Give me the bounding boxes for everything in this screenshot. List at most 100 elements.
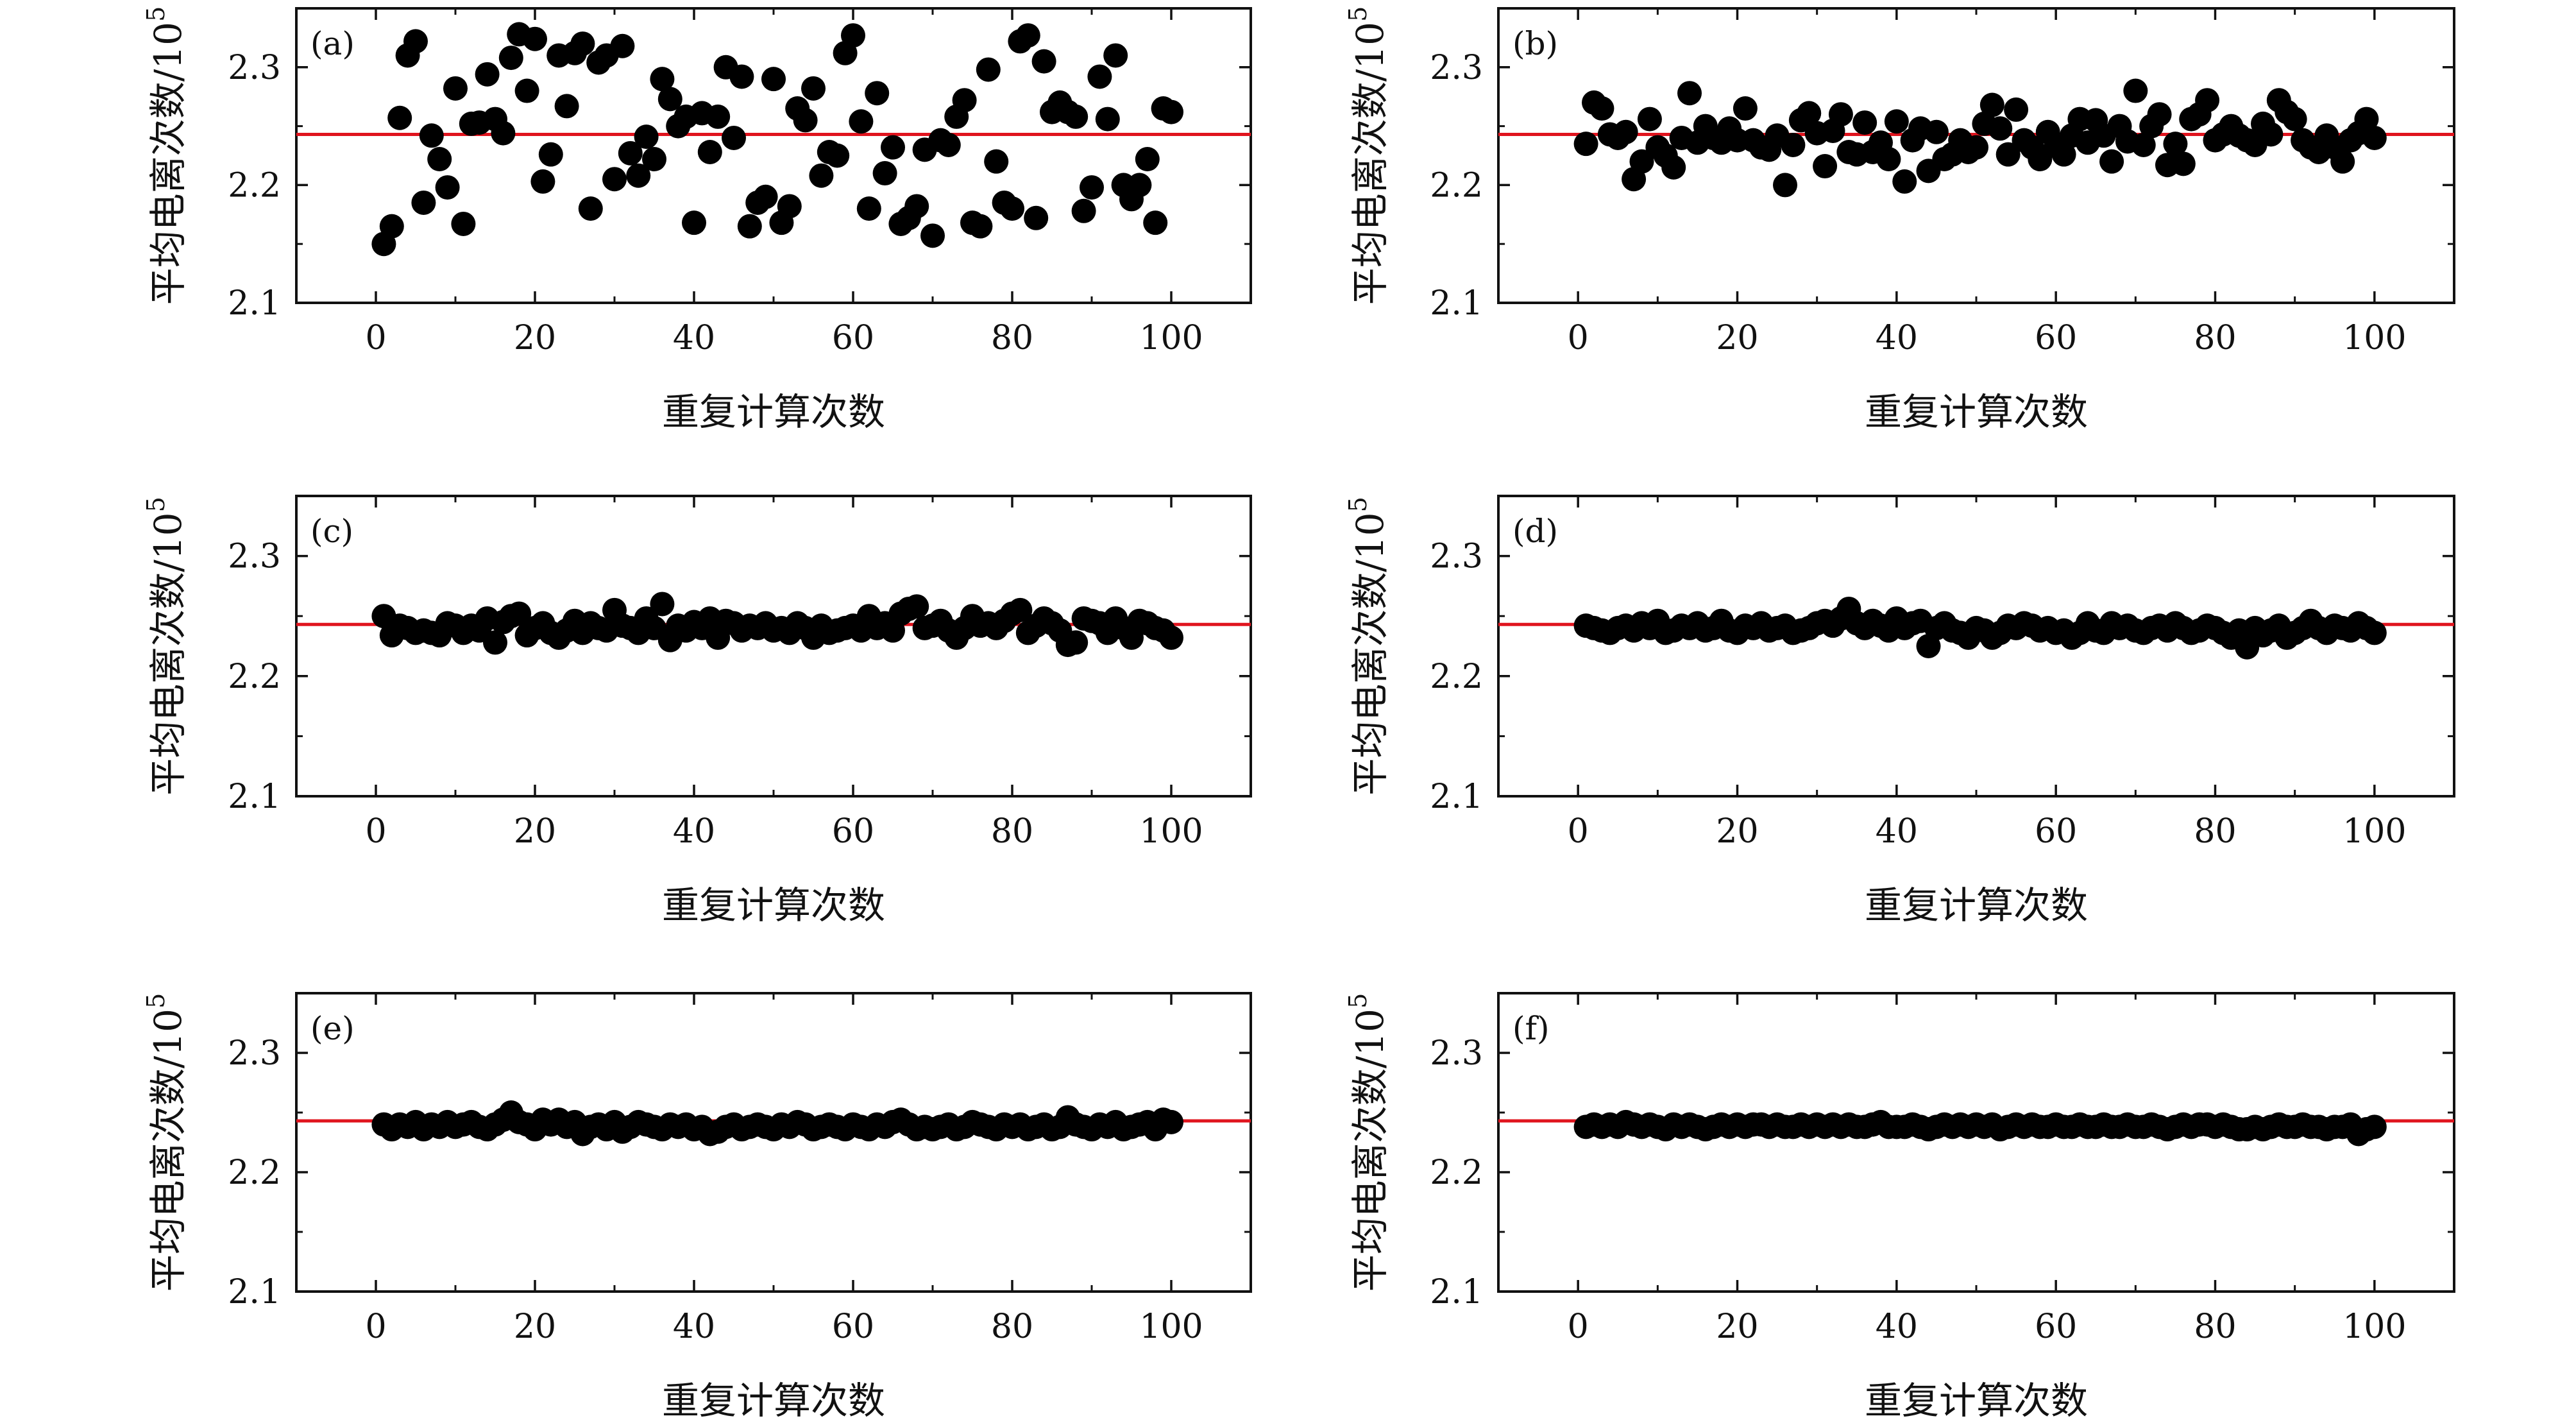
y-tick-label: 2.2 [1430, 658, 1483, 696]
data-point [682, 210, 706, 235]
x-tick-label: 40 [673, 1308, 715, 1346]
x-tick-label: 20 [514, 319, 556, 357]
data-point [1087, 64, 1112, 89]
data-point [1015, 23, 1040, 48]
data-point [1000, 196, 1024, 221]
y-axis-label-exponent: 5 [1344, 993, 1372, 1009]
data-point [1071, 198, 1096, 223]
data-point [1613, 119, 1638, 144]
data-point [968, 214, 993, 239]
x-tick-label: 80 [2194, 319, 2236, 357]
x-tick-label: 60 [832, 1308, 874, 1346]
data-point [1924, 119, 1949, 144]
data-point [2354, 107, 2379, 132]
data-points [371, 1100, 1183, 1147]
y-tick-label: 2.1 [1430, 284, 1483, 323]
data-point [1573, 132, 1598, 157]
data-point [1159, 625, 1183, 650]
data-point [1063, 104, 1089, 129]
data-points [1573, 78, 2387, 198]
data-point [1733, 96, 1758, 121]
x-tick-label: 20 [1716, 319, 1758, 357]
data-point [2051, 142, 2076, 167]
data-point [642, 147, 666, 172]
data-point [1031, 49, 1056, 74]
x-axis-label: 重复计算次数 [1865, 390, 2088, 434]
x-tick-label: 100 [1139, 319, 1203, 357]
chart-panel: 0 20 40 60 80 100 2.1 2.2 2.3 (a) 重复计算次数 平均电离次数/105 [142, 6, 1252, 434]
data-point [618, 141, 643, 166]
data-point [881, 135, 905, 160]
y-axis-label-exponent: 5 [1344, 6, 1372, 22]
data-point [1159, 1109, 1183, 1134]
data-point [856, 196, 881, 221]
data-point [610, 33, 635, 58]
data-point [1773, 173, 1797, 198]
x-tick-label: 0 [365, 812, 386, 851]
data-point [491, 121, 516, 146]
data-point [936, 132, 961, 157]
data-point [1884, 109, 1909, 134]
y-tick-label: 2.2 [1430, 1154, 1483, 1192]
data-point [2123, 78, 2148, 103]
data-point [570, 31, 595, 56]
y-tick-label: 2.3 [228, 538, 281, 576]
data-point [801, 76, 826, 101]
data-point [514, 78, 539, 103]
x-tick-label: 60 [2035, 1308, 2077, 1346]
x-tick-label: 40 [673, 812, 715, 851]
data-point [2362, 620, 2387, 645]
x-tick-label: 80 [991, 812, 1033, 851]
plot-frame [1497, 992, 2455, 1293]
y-tick-label: 2.2 [228, 166, 281, 205]
x-tick-label: 0 [1568, 319, 1589, 357]
y-axis-label-text: 平均电离次数/10 [146, 512, 190, 795]
data-point [634, 124, 659, 149]
data-point [984, 149, 1009, 174]
x-tick-label: 100 [1139, 812, 1203, 851]
data-point [1143, 210, 1168, 235]
data-point [2330, 149, 2355, 174]
data-point [809, 163, 834, 188]
panel-label: (d) [1513, 513, 1558, 550]
data-point [697, 139, 722, 164]
data-point [920, 223, 945, 248]
y-tick-label: 2.3 [1430, 538, 1483, 576]
data-point [904, 194, 929, 219]
y-tick-label: 2.1 [228, 778, 281, 816]
x-tick-label: 20 [1716, 812, 1758, 851]
x-axis-label: 重复计算次数 [1865, 883, 2088, 927]
data-point [1629, 149, 1654, 174]
y-tick-label: 2.3 [1430, 49, 1483, 87]
y-axis-label-exponent: 5 [142, 6, 170, 22]
data-point [379, 214, 404, 239]
data-point [872, 161, 897, 186]
data-point [865, 81, 890, 106]
data-point [435, 175, 460, 200]
x-tick-label: 60 [2035, 319, 2077, 357]
y-tick-label: 2.2 [228, 1154, 281, 1192]
data-point [1797, 101, 1822, 126]
chart-panel: 0 20 40 60 80 100 2.1 2.2 2.3 (e) 重复计算次数 平均电离次数/105 [142, 992, 1252, 1422]
x-tick-label: 100 [1139, 1308, 1203, 1346]
data-point [1095, 107, 1120, 132]
data-point [761, 67, 786, 92]
data-point [737, 214, 762, 239]
data-point [523, 26, 547, 51]
x-tick-label: 20 [1716, 1308, 1758, 1346]
x-tick-label: 100 [2343, 812, 2406, 851]
data-point [483, 630, 507, 655]
x-tick-label: 60 [832, 319, 874, 357]
data-point [1159, 99, 1183, 124]
data-point [793, 108, 818, 133]
data-point [753, 184, 778, 209]
data-point [419, 123, 444, 148]
data-point [498, 46, 523, 71]
data-point [1127, 173, 1152, 198]
data-point [849, 109, 874, 134]
x-tick-label: 60 [832, 812, 874, 851]
data-point [2258, 122, 2284, 147]
panel-label: (e) [310, 1010, 355, 1047]
data-point [2362, 125, 2387, 150]
data-point [1637, 107, 1662, 132]
